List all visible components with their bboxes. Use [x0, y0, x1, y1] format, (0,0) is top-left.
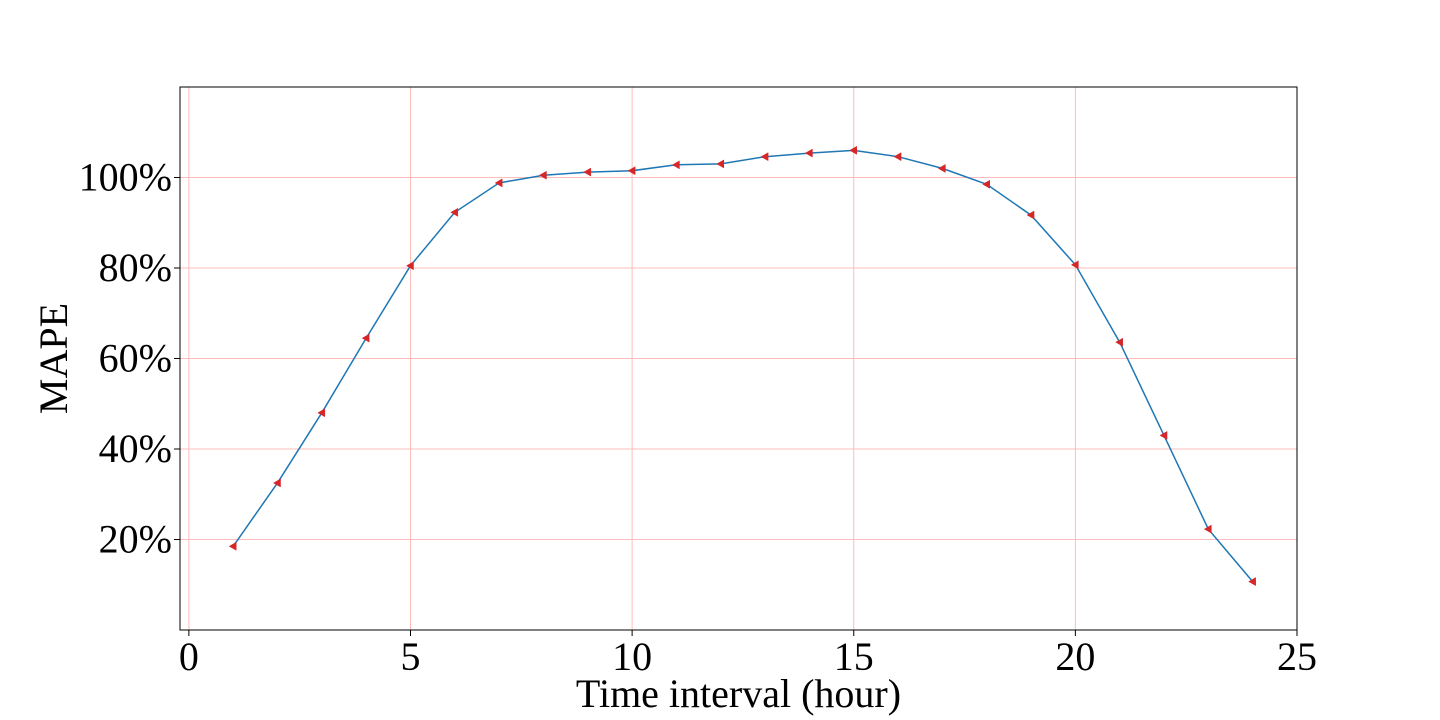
data-point: [583, 167, 592, 177]
x-axis: 0 5 10 15 20 25: [179, 630, 1317, 679]
data-point: [1159, 430, 1168, 440]
data-point: [405, 261, 414, 271]
x-tick-label: 25: [1277, 634, 1317, 679]
y-axis: 20% 40% 60% 80% 100%: [79, 155, 180, 562]
series-markers: [228, 145, 1256, 587]
data-point: [1203, 524, 1212, 534]
data-point: [627, 166, 636, 176]
y-tick-label: 20%: [99, 517, 172, 562]
y-axis-label: MAPE: [31, 303, 76, 414]
y-tick-label: 40%: [99, 426, 172, 471]
y-tick-label: 100%: [79, 155, 172, 200]
data-point: [893, 152, 902, 162]
data-point: [982, 179, 990, 189]
data-point: [849, 145, 857, 155]
x-tick-label: 5: [400, 634, 420, 679]
data-point: [538, 170, 547, 180]
data-point: [450, 207, 459, 217]
x-tick-label: 0: [179, 634, 199, 679]
data-point: [1070, 260, 1079, 270]
x-tick-label: 10: [612, 634, 652, 679]
y-tick-label: 60%: [99, 336, 172, 381]
data-point: [1115, 337, 1123, 347]
data-point: [804, 148, 813, 158]
y-tick-label: 80%: [99, 245, 172, 290]
data-point: [494, 178, 503, 188]
grid: [180, 87, 1298, 630]
data-point: [361, 333, 370, 343]
data-point: [1248, 577, 1256, 587]
x-axis-label: Time interval (hour): [576, 671, 901, 716]
data-point: [317, 408, 326, 418]
data-point: [273, 478, 281, 488]
x-tick-label: 20: [1055, 634, 1095, 679]
x-tick-label: 15: [834, 634, 874, 679]
data-point: [937, 164, 946, 173]
data-point: [760, 152, 769, 162]
data-point: [671, 160, 680, 170]
data-point: [716, 159, 725, 169]
data-point: [1026, 210, 1035, 220]
series-line: [232, 149, 1254, 583]
data-point: [228, 541, 237, 551]
